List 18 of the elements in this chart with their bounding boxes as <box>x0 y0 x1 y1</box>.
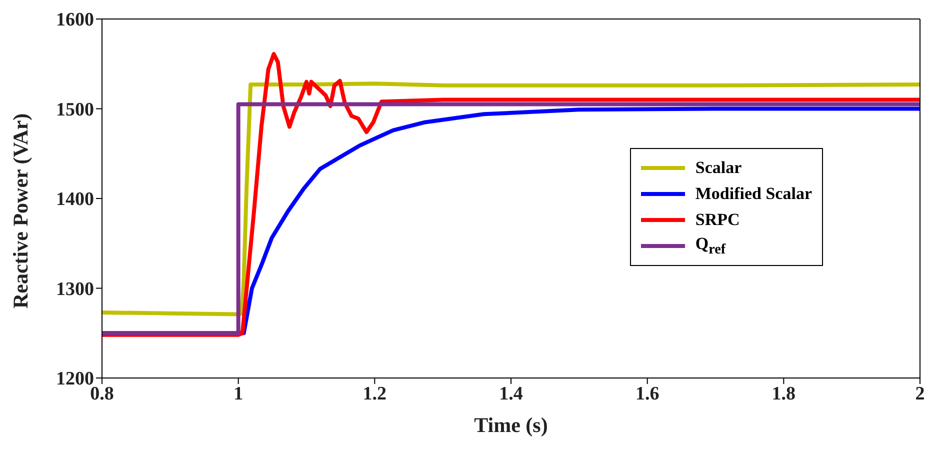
x-axis-title: Time (s) <box>474 413 548 437</box>
x-tick-label: 1.6 <box>635 383 660 404</box>
x-tick-label: 0.8 <box>90 383 114 404</box>
legend-label: SRPC <box>695 210 740 230</box>
x-tick-label: 1.2 <box>362 383 387 404</box>
y-tick-label: 1400 <box>56 189 94 210</box>
x-tick-label: 2 <box>915 383 925 404</box>
y-axis-title: Reactive Power (VAr) <box>8 113 32 308</box>
legend-label: Modified Scalar <box>695 184 812 204</box>
y-tick-label: 1600 <box>56 10 94 31</box>
y-tick-label: 1300 <box>56 278 94 300</box>
x-tick-label: 1.4 <box>499 383 524 404</box>
y-tick-label: 1500 <box>56 99 94 120</box>
legend-label: Q$_{ref}$ <box>695 234 726 258</box>
line-series <box>102 82 920 316</box>
legend-label: Scalar <box>695 158 742 178</box>
x-tick-label: 1.8 <box>772 383 796 404</box>
x-tick-label: 1 <box>234 383 244 404</box>
